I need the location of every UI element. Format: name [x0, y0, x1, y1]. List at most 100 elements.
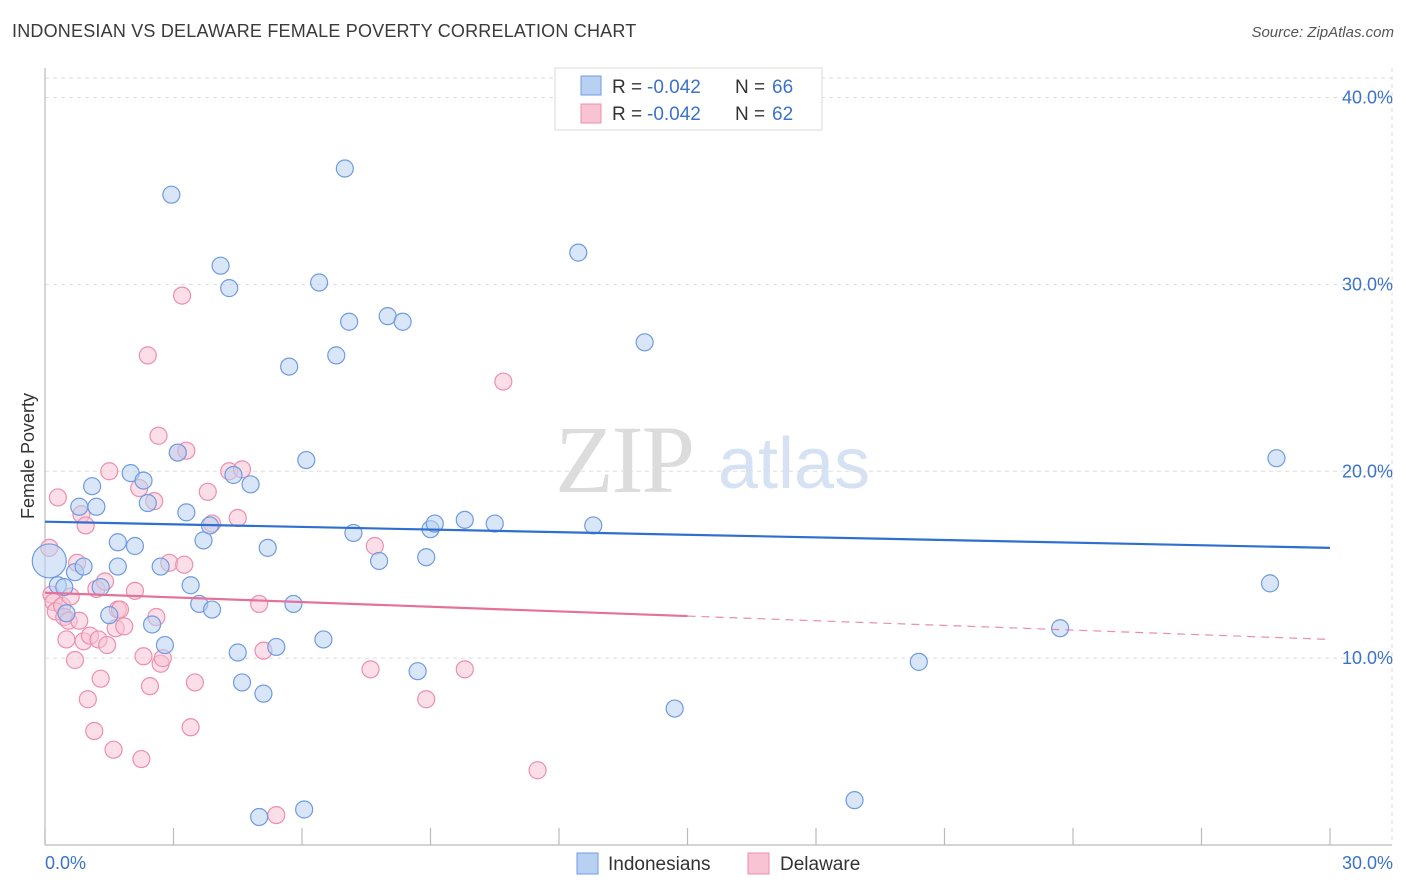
indonesians-point	[241, 475, 260, 494]
indonesians-point	[108, 533, 127, 552]
indonesians-point	[408, 662, 427, 681]
series-legend: Indonesians Delaware	[576, 852, 860, 875]
indonesians-point	[87, 497, 106, 516]
indonesians-point	[327, 346, 346, 365]
correlation-legend: R = -0.042 N = 66 R = -0.042 N = 62	[554, 67, 823, 131]
delaware-trend-line-extension	[687, 615, 1331, 641]
indonesians-point	[340, 312, 359, 331]
y-tick-label: 10.0%	[1342, 648, 1393, 668]
indonesians-point	[155, 635, 175, 655]
delaware-point	[417, 690, 436, 709]
delaware-point	[528, 761, 547, 780]
indonesians-points	[31, 159, 1286, 827]
indonesians-point	[100, 606, 119, 625]
chart-title: INDONESIAN VS DELAWARE FEMALE POVERTY CO…	[12, 21, 637, 41]
indonesians-point	[485, 514, 504, 533]
indonesians-point	[151, 557, 170, 576]
indonesians-point	[181, 576, 200, 595]
axes	[44, 68, 1392, 846]
delaware-point	[228, 508, 247, 528]
legend-r-value-2: -0.042	[647, 104, 701, 125]
tick-labels: 10.0% 20.0% 30.0% 40.0% 0.0% 30.0%	[45, 88, 1393, 874]
indonesians-point	[845, 791, 864, 810]
indonesians-point	[314, 630, 333, 649]
indonesians-point	[393, 312, 412, 331]
legend-swatch-blue	[580, 75, 602, 96]
legend-r-label-1: R =	[612, 77, 642, 98]
indonesians-point	[267, 637, 286, 657]
indonesians-point	[250, 807, 269, 827]
indonesians-point	[569, 243, 588, 262]
delaware-point	[85, 721, 104, 741]
bottom-legend-label-delaware: Delaware	[780, 854, 860, 875]
delaware-point	[198, 482, 217, 501]
indonesians-point	[425, 514, 444, 533]
delaware-point	[250, 594, 269, 614]
indonesians-point	[909, 652, 928, 671]
indonesians-point	[1267, 449, 1286, 468]
indonesians-point	[31, 543, 67, 579]
y-tick-label: 20.0%	[1342, 461, 1393, 481]
indonesians-point	[370, 551, 389, 571]
indonesians-point	[228, 643, 247, 662]
delaware-point	[455, 660, 474, 679]
indonesians-point	[134, 471, 153, 490]
delaware-point	[98, 635, 117, 655]
watermark-zip: ZIP	[555, 406, 693, 513]
indonesians-point	[83, 477, 102, 496]
indonesians-point	[254, 684, 273, 703]
delaware-point	[494, 372, 513, 391]
delaware-trend-line	[44, 591, 688, 618]
indonesians-point	[295, 800, 314, 819]
delaware-point	[91, 669, 110, 688]
trend-lines	[44, 520, 1331, 641]
indonesians-point	[108, 557, 127, 576]
delaware-point	[361, 660, 380, 679]
delaware-point	[149, 426, 168, 445]
indonesians-point	[455, 510, 474, 529]
delaware-point	[48, 488, 67, 507]
indonesians-point	[57, 604, 76, 623]
indonesians-point	[194, 531, 213, 550]
delaware-point	[365, 536, 384, 556]
indonesians-point	[284, 594, 303, 614]
indonesians-point	[138, 493, 157, 513]
legend-n-value-2: 62	[772, 104, 793, 125]
legend-n-label-1: N =	[735, 77, 765, 98]
delaware-point	[267, 805, 286, 825]
source-credit: Source: ZipAtlas.com	[1251, 24, 1394, 41]
indonesians-point	[125, 536, 145, 556]
legend-r-value-1: -0.042	[647, 77, 701, 98]
indonesians-point	[168, 443, 187, 462]
indonesians-point	[1260, 574, 1280, 593]
delaware-point	[181, 718, 200, 737]
legend-n-value-1: 66	[772, 77, 793, 98]
delaware-point	[134, 647, 153, 666]
indonesians-point	[258, 538, 277, 557]
delaware-point	[104, 740, 123, 759]
indonesians-point	[55, 578, 74, 597]
indonesians-point	[162, 185, 181, 204]
legend-swatch-pink	[580, 103, 602, 124]
legend-n-label-2: N =	[735, 104, 765, 125]
indonesians-point	[635, 333, 654, 352]
indonesians-point	[417, 548, 436, 567]
indonesians-point	[1051, 619, 1070, 638]
indonesians-point	[584, 516, 603, 535]
delaware-point	[78, 690, 97, 709]
indonesians-point	[232, 673, 252, 692]
watermark-atlas: atlas	[718, 424, 870, 504]
delaware-point	[185, 673, 205, 692]
delaware-point	[115, 617, 134, 636]
delaware-point	[65, 650, 85, 670]
y-axis-title: Female Poverty	[18, 393, 38, 519]
x-tick-label-max: 30.0%	[1342, 853, 1393, 873]
delaware-point	[140, 677, 160, 696]
grid-lines	[45, 68, 1393, 845]
delaware-point	[138, 346, 157, 365]
delaware-point	[175, 555, 194, 574]
indonesians-point	[335, 159, 354, 178]
indonesians-point	[142, 615, 162, 634]
indonesians-point	[70, 497, 89, 516]
